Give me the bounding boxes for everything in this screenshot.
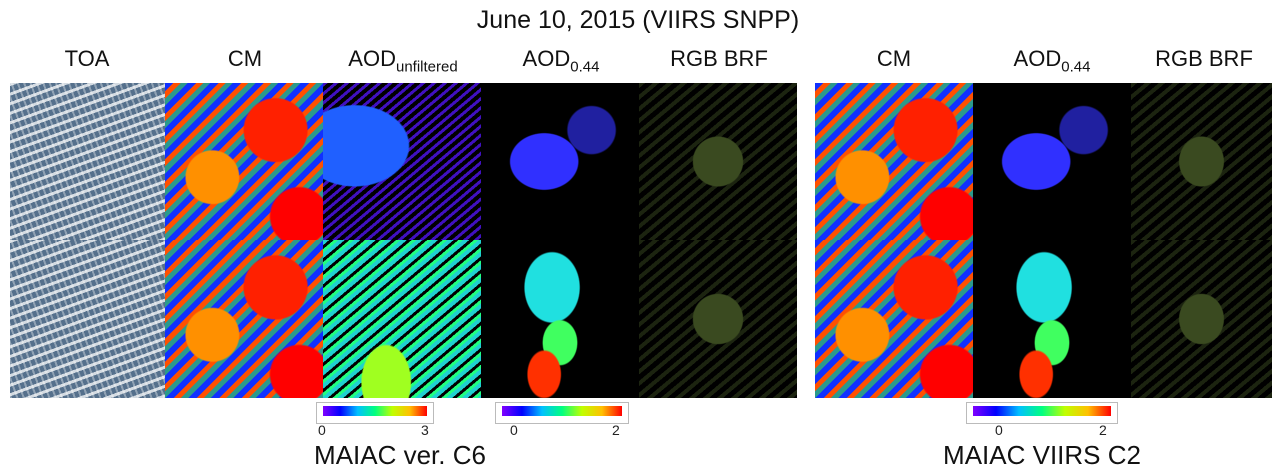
image bbox=[1131, 240, 1272, 398]
column-label: RGB BRF bbox=[1125, 46, 1276, 72]
image bbox=[815, 240, 973, 398]
column-label: TOA bbox=[8, 46, 166, 72]
label-text: AOD bbox=[348, 46, 396, 71]
image bbox=[481, 240, 639, 398]
column-label: AOD0.44 bbox=[973, 46, 1131, 75]
panel-caption: MAIAC VIIRS C2 bbox=[943, 440, 1141, 470]
image bbox=[323, 240, 481, 398]
title: June 10, 2015 (VIIRS SNPP) bbox=[476, 6, 800, 34]
image bbox=[815, 83, 973, 240]
image bbox=[481, 83, 639, 240]
label-text: 0.44 bbox=[570, 58, 600, 76]
label-text: AOD bbox=[522, 46, 571, 71]
colorbar-tick: 0 bbox=[510, 422, 518, 438]
image bbox=[165, 240, 323, 398]
colorbar-tick: 2 bbox=[1099, 422, 1107, 438]
image bbox=[639, 83, 797, 240]
colorbar bbox=[316, 402, 434, 424]
image bbox=[165, 83, 323, 240]
image bbox=[323, 83, 481, 240]
label-text: unfiltered bbox=[395, 58, 458, 76]
column-label: RGB BRF bbox=[640, 46, 798, 72]
colorbar-tick: 3 bbox=[421, 422, 429, 438]
label-text: AOD bbox=[1013, 46, 1062, 71]
label-text: RGB BRF bbox=[1155, 46, 1253, 71]
image bbox=[639, 240, 797, 398]
colorbar-tick: 2 bbox=[612, 422, 620, 438]
image bbox=[10, 240, 165, 398]
colorbar bbox=[495, 402, 629, 424]
column-label: AOD0.44 bbox=[482, 46, 640, 75]
image bbox=[973, 240, 1131, 398]
colorbar bbox=[966, 402, 1118, 424]
colorbar-tick: 0 bbox=[995, 422, 1003, 438]
label-text: CM bbox=[876, 46, 912, 71]
image bbox=[10, 83, 165, 240]
label-text: RGB BRF bbox=[670, 46, 768, 71]
colorbar-tick: 0 bbox=[318, 422, 326, 438]
image bbox=[973, 83, 1131, 240]
column-label: AODunfiltered bbox=[324, 46, 482, 75]
label-text: CM bbox=[227, 46, 263, 71]
image bbox=[1131, 83, 1272, 240]
column-label: CM bbox=[815, 46, 973, 72]
label-text: 0.44 bbox=[1061, 58, 1091, 76]
label-text: TOA bbox=[64, 46, 110, 71]
panel-caption: MAIAC ver. C6 bbox=[314, 440, 486, 470]
column-label: CM bbox=[166, 46, 324, 72]
